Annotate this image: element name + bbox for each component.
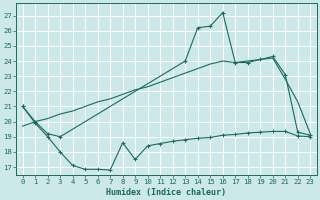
X-axis label: Humidex (Indice chaleur): Humidex (Indice chaleur)	[107, 188, 227, 197]
